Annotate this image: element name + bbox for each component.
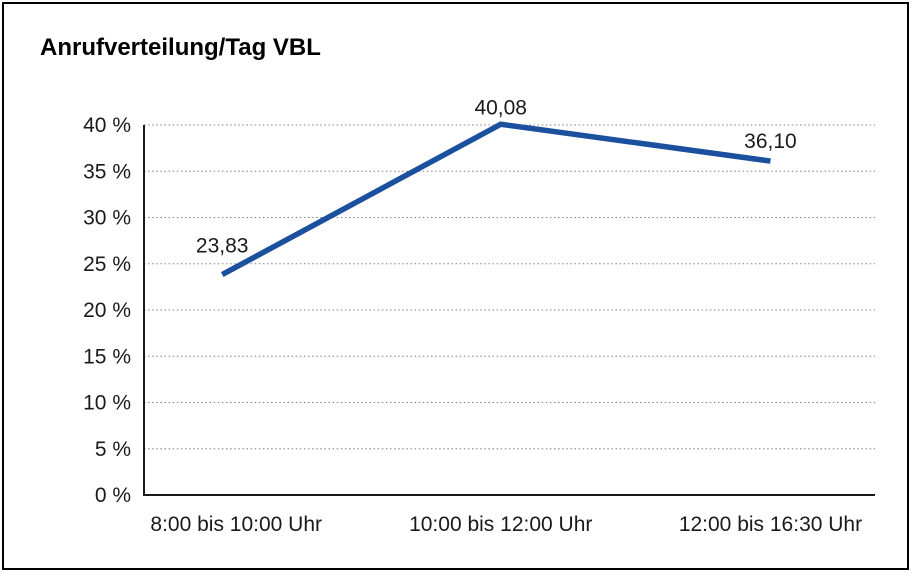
y-tick-label: 20 % bbox=[83, 299, 131, 322]
chart-frame: Anrufverteilung/Tag VBL 0 % 5 % 10 % 15 % 20… bbox=[2, 2, 909, 570]
y-tick-label: 0 % bbox=[95, 484, 131, 507]
y-tick-label: 10 % bbox=[83, 392, 131, 415]
data-line bbox=[220, 121, 771, 277]
x-tick-label: 10:00 bis 12:00 Uhr bbox=[409, 513, 592, 536]
data-label: 36,10 bbox=[744, 130, 797, 153]
x-tick-label: 8:00 bis 10:00 Uhr bbox=[150, 513, 322, 536]
line-chart: 0 % 5 % 10 % 15 % 20 % 25 % 30 % 35 % 40 % 23,83 4… bbox=[83, 96, 875, 536]
y-tick-label: 25 % bbox=[83, 253, 131, 276]
data-label: 40,08 bbox=[474, 96, 527, 119]
y-tick-label: 5 % bbox=[95, 438, 131, 461]
chart-title: Anrufverteilung/Tag VBL bbox=[40, 34, 321, 61]
y-tick-label: 40 % bbox=[83, 114, 131, 137]
data-label: 23,83 bbox=[196, 235, 249, 258]
y-tick-label: 30 % bbox=[83, 207, 131, 230]
y-tick-label: 35 % bbox=[83, 160, 131, 183]
x-tick-label: 12:00 bis 16:30 Uhr bbox=[679, 513, 862, 536]
y-tick-label: 15 % bbox=[83, 345, 131, 368]
